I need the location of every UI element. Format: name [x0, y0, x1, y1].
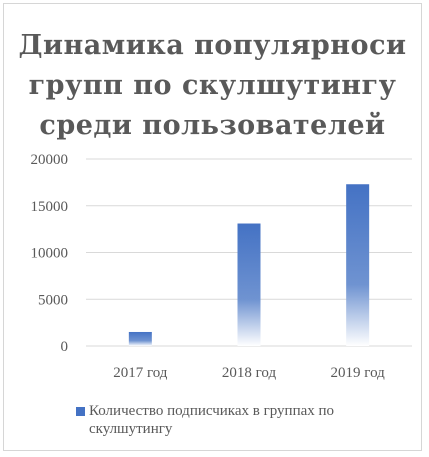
y-tick-label: 10000 — [31, 246, 69, 262]
y-tick-label: 0 — [61, 339, 69, 355]
legend-swatch — [76, 407, 85, 416]
legend: Количество подписчиках в группах по скул… — [76, 402, 406, 438]
x-tick-label: 2019 год — [331, 365, 386, 381]
y-tick-label: 15000 — [31, 199, 69, 215]
y-tick-label: 5000 — [38, 292, 68, 308]
chart-title: Динамика популярноси групп по скулшутинг… — [4, 26, 421, 146]
y-tick-label: 20000 — [31, 152, 69, 168]
chart-title-line-3: среди пользователей — [39, 110, 386, 141]
chart-title-line-2: групп по скулшутингу — [28, 70, 397, 101]
bar-chart-plot: 0 5000 10000 15000 20000 2017 год 2018 год 2019… — [31, 152, 412, 381]
chart-area: Динамика популярноси групп по скулшутинг… — [3, 3, 422, 451]
x-tick-label: 2017 год — [113, 365, 168, 381]
x-tick-label: 2018 год — [222, 365, 277, 381]
bar — [237, 223, 261, 346]
bar — [346, 184, 370, 346]
legend-label: Количество подписчиках в группах по скул… — [89, 403, 335, 437]
chart-title-line-1: Динамика популярноси — [18, 30, 407, 61]
bar — [128, 331, 152, 346]
